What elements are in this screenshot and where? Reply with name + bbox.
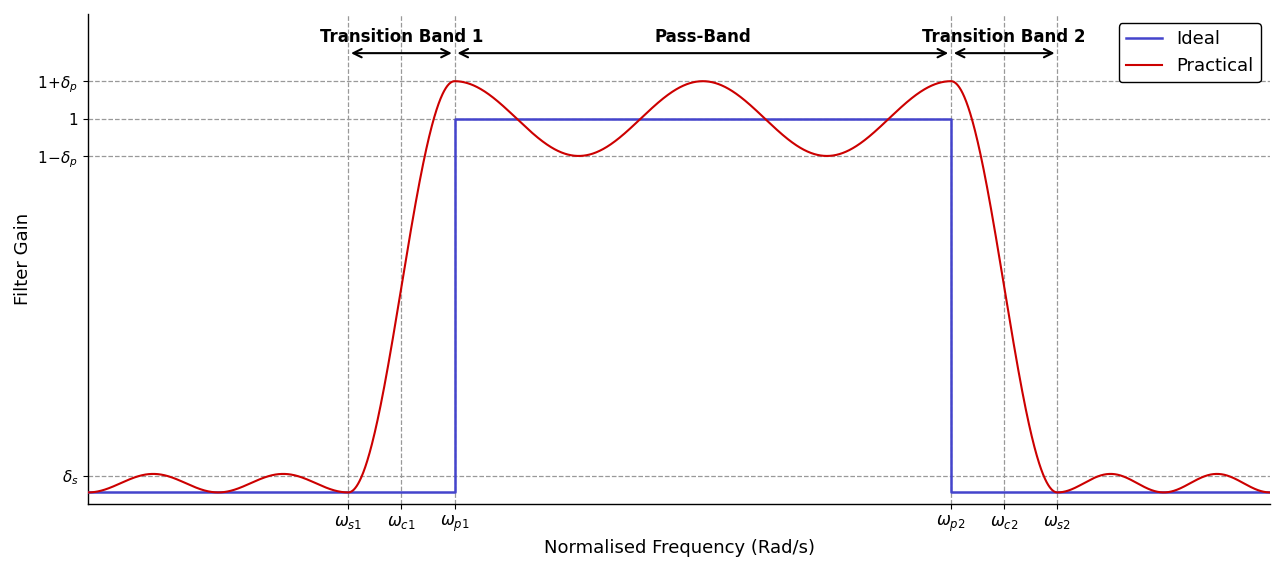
- Legend: Ideal, Practical: Ideal, Practical: [1118, 23, 1261, 82]
- Text: Pass-Band: Pass-Band: [655, 27, 751, 46]
- Text: Transition Band 2: Transition Band 2: [922, 27, 1086, 46]
- X-axis label: Normalised Frequency (Rad/s): Normalised Frequency (Rad/s): [543, 539, 814, 557]
- Text: Transition Band 1: Transition Band 1: [320, 27, 483, 46]
- Y-axis label: Filter Gain: Filter Gain: [14, 213, 32, 305]
